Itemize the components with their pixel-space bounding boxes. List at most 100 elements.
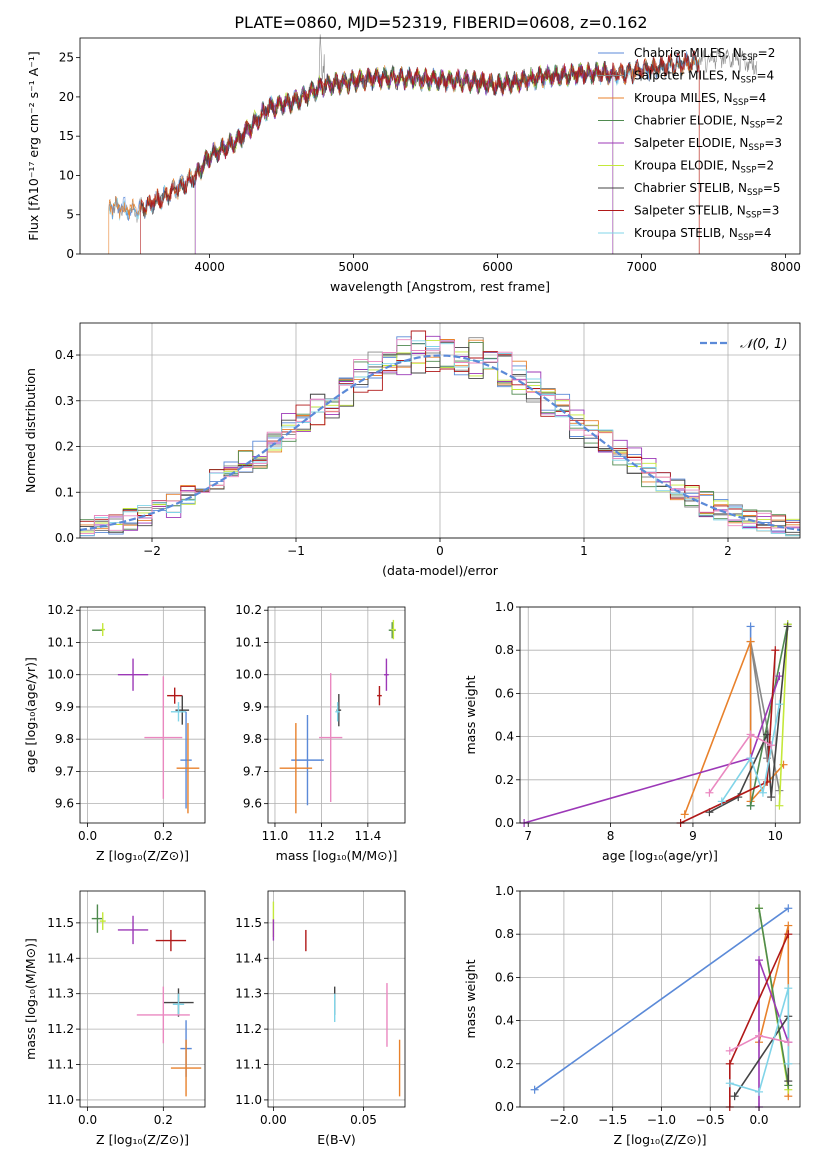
axes-frame: [79, 606, 206, 824]
y-tick-label: 0.4: [495, 1014, 514, 1028]
weight-marker: [680, 810, 689, 819]
axes-frame: [267, 890, 406, 1108]
y-tick-label: 11.3: [235, 987, 262, 1001]
x-axis-label: Z [log₁₀(Z/Z⊙)]: [614, 1132, 707, 1147]
y-tick-label: 9.7: [243, 764, 262, 778]
panels: 4000 5000 6000 7000 80000510152025wavelength…: [23, 34, 801, 1147]
y-tick-label: 0.3: [55, 394, 74, 408]
y-tick-label: 0.4: [55, 348, 74, 362]
error-point: [335, 702, 340, 722]
axes-frame: [79, 890, 206, 1108]
weight-marker: [755, 1031, 764, 1040]
weight-line: [683, 641, 785, 815]
y-tick-label: 0.2: [495, 1057, 514, 1071]
y-axis-label: mass weight: [463, 959, 478, 1038]
plot-area: [92, 623, 200, 814]
y-tick-label: 10.1: [47, 635, 74, 649]
x-tick-label: −1.0: [647, 1113, 676, 1127]
weight-line: [758, 925, 790, 1097]
y-tick-label: 9.6: [55, 797, 74, 811]
legend-label: Salpeter STELIB, NSSP=3: [634, 204, 779, 221]
weight-marker: [746, 754, 755, 763]
y-tick-label: 9.9: [55, 700, 74, 714]
legend-label: Chabrier MILES, NSSP=2: [634, 46, 775, 63]
legend-label: Salpeter MILES, NSSP=4: [634, 69, 774, 86]
weight-marker: [755, 904, 764, 913]
weight-marker: [725, 1059, 734, 1068]
x-tick-label: −1: [287, 544, 305, 558]
x-axis-label: age [log₁₀(age/yr)]: [602, 848, 718, 863]
error-point: [117, 658, 149, 691]
x-axis-label: Z [log₁₀(Z/Z⊙)]: [96, 848, 189, 863]
weight-marker: [755, 1087, 764, 1096]
y-axis-label: mass weight: [463, 675, 478, 754]
weight-line: [729, 987, 790, 1093]
y-tick-label: 11.4: [235, 951, 262, 965]
error-point: [391, 619, 396, 640]
error-point: [170, 1039, 202, 1097]
x-tick-label: −0.5: [696, 1113, 725, 1127]
plot-area: [279, 619, 396, 814]
x-axis-label: (data-model)/error: [382, 563, 499, 578]
error-point: [384, 658, 389, 691]
y-tick-label: 10.1: [235, 635, 262, 649]
weight-marker: [767, 793, 776, 802]
spectrum-series: [194, 61, 614, 254]
x-tick-label: 0.0: [78, 829, 97, 843]
y-tick-label: 9.8: [55, 732, 74, 746]
weight-marker: [784, 1077, 793, 1086]
y-tick-label: 11.2: [235, 1022, 262, 1036]
panel-mass_weight_vs_age: 7 8 9 10 0.0 0.2 0.4 0.6 0.8 1.0 age [log₁₀(age/yr…: [463, 600, 801, 863]
legend-label: 𝒩(0, 1): [740, 337, 787, 352]
gaussian-curve: [79, 354, 801, 532]
x-tick-label: 8: [607, 829, 615, 843]
axes-frame: [519, 606, 801, 824]
error-point: [319, 673, 343, 803]
panel-age_vs_Z: 0.0 0.2 9.6 9.7 9.8 9.9 10.0 10.1 10.2 Z [log₁₀(Z…: [23, 603, 206, 863]
weight-marker: [767, 741, 776, 750]
weight-marker: [746, 637, 755, 646]
panel-spectrum: 4000 5000 6000 7000 8000 0 5 10 15 20 25 wavelength…: [26, 34, 801, 294]
spectrum-series: [140, 51, 700, 217]
panel-mass_weight_vs_Z: −2.0 −1.5 −1.0 −0.5 0.0 0.0 0.2 0.4 0.6 0.8 1.0 Z […: [463, 884, 801, 1147]
x-tick-label: 11.2: [308, 829, 335, 843]
weight-line: [778, 624, 789, 806]
x-tick-label: −1.5: [598, 1113, 627, 1127]
weight-marker: [784, 984, 793, 993]
y-tick-label: 0.0: [495, 1100, 514, 1114]
weight-line: [749, 624, 789, 806]
error-point: [136, 986, 190, 1044]
legend-label: Kroupa STELIB, NSSP=4: [634, 226, 772, 243]
spectrum-series: [140, 49, 700, 254]
x-tick-label: 1: [580, 544, 588, 558]
y-tick-label: 10.0: [235, 668, 262, 682]
y-tick-label: 0.8: [495, 643, 514, 657]
y-tick-label: 11.2: [47, 1022, 74, 1036]
error-point: [99, 912, 106, 930]
panel-residuals: −2 −1 0 1 2 0.0 0.1 0.2 0.3 0.4 (data-model)/error…: [23, 322, 801, 578]
error-point: [170, 702, 187, 722]
plot-area: [520, 620, 792, 827]
panel-mass_vs_EBV: 0.00 0.05 11.0 11.1 11.2 11.3 11.4 11.5 E(B-V): [235, 890, 406, 1147]
weight-marker: [784, 930, 793, 939]
x-tick-label: 0.2: [154, 829, 173, 843]
error-point: [91, 904, 104, 933]
y-tick-label: 0.2: [495, 773, 514, 787]
histogram-series: [80, 330, 800, 529]
weight-marker: [730, 1092, 739, 1101]
x-tick-label: 8000: [770, 260, 801, 274]
weight-marker: [784, 904, 793, 913]
legend-label: Chabrier ELODIE, NSSP=2: [634, 114, 783, 131]
y-axis-label: Normed distribution: [23, 368, 38, 493]
legend-label: Salpeter ELODIE, NSSP=3: [634, 136, 782, 153]
error-point: [172, 993, 185, 1015]
y-tick-label: 15: [59, 129, 74, 143]
y-tick-label: 0.6: [495, 686, 514, 700]
panel-mass_vs_Z: 0.0 0.2 11.0 11.1 11.2 11.3 11.4 11.5 Z [log₁₀(Z…: [23, 890, 206, 1147]
legend-label: Kroupa MILES, NSSP=4: [634, 91, 766, 108]
x-tick-label: −2.0: [549, 1113, 578, 1127]
x-tick-label: 7: [524, 829, 532, 843]
x-tick-label: 0.0: [78, 1113, 97, 1127]
weight-line: [523, 675, 781, 824]
y-tick-label: 11.1: [235, 1058, 262, 1072]
